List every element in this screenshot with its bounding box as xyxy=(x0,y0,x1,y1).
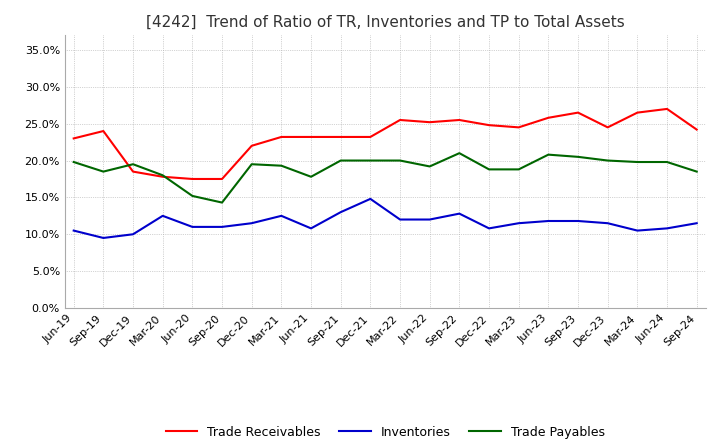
Trade Receivables xyxy=(693,127,701,132)
Trade Receivables xyxy=(69,136,78,141)
Trade Payables xyxy=(277,163,286,169)
Trade Payables xyxy=(514,167,523,172)
Trade Receivables xyxy=(307,134,315,139)
Line: Inventories: Inventories xyxy=(73,199,697,238)
Trade Receivables xyxy=(662,106,671,112)
Inventories xyxy=(158,213,167,219)
Trade Payables xyxy=(544,152,553,157)
Trade Receivables xyxy=(514,125,523,130)
Trade Payables xyxy=(485,167,493,172)
Trade Payables xyxy=(574,154,582,159)
Trade Receivables xyxy=(603,125,612,130)
Inventories xyxy=(662,226,671,231)
Trade Payables xyxy=(396,158,405,163)
Trade Payables xyxy=(248,161,256,167)
Trade Receivables xyxy=(574,110,582,115)
Trade Payables xyxy=(693,169,701,174)
Trade Receivables xyxy=(158,174,167,180)
Trade Payables xyxy=(158,172,167,178)
Line: Trade Receivables: Trade Receivables xyxy=(73,109,697,179)
Trade Receivables xyxy=(277,134,286,139)
Inventories xyxy=(248,220,256,226)
Inventories xyxy=(455,211,464,216)
Trade Payables xyxy=(336,158,345,163)
Trade Receivables xyxy=(248,143,256,148)
Trade Receivables xyxy=(217,176,226,182)
Inventories xyxy=(69,228,78,233)
Inventories xyxy=(693,220,701,226)
Trade Receivables xyxy=(366,134,374,139)
Trade Receivables xyxy=(485,122,493,128)
Inventories xyxy=(188,224,197,230)
Inventories xyxy=(99,235,108,241)
Trade Receivables xyxy=(633,110,642,115)
Legend: Trade Receivables, Inventories, Trade Payables: Trade Receivables, Inventories, Trade Pa… xyxy=(161,421,610,440)
Trade Payables xyxy=(99,169,108,174)
Inventories xyxy=(633,228,642,233)
Inventories xyxy=(307,226,315,231)
Inventories xyxy=(485,226,493,231)
Trade Payables xyxy=(603,158,612,163)
Inventories xyxy=(217,224,226,230)
Inventories xyxy=(277,213,286,219)
Inventories xyxy=(396,217,405,222)
Trade Receivables xyxy=(426,120,434,125)
Trade Payables xyxy=(217,200,226,205)
Title: [4242]  Trend of Ratio of TR, Inventories and TP to Total Assets: [4242] Trend of Ratio of TR, Inventories… xyxy=(146,15,624,30)
Inventories xyxy=(574,218,582,224)
Trade Receivables xyxy=(188,176,197,182)
Trade Payables xyxy=(426,164,434,169)
Trade Payables xyxy=(307,174,315,180)
Trade Receivables xyxy=(544,115,553,121)
Trade Payables xyxy=(455,150,464,156)
Trade Payables xyxy=(69,159,78,165)
Trade Receivables xyxy=(129,169,138,174)
Trade Payables xyxy=(366,158,374,163)
Inventories xyxy=(544,218,553,224)
Trade Payables xyxy=(662,159,671,165)
Inventories xyxy=(129,231,138,237)
Line: Trade Payables: Trade Payables xyxy=(73,153,697,202)
Inventories xyxy=(336,209,345,215)
Trade Receivables xyxy=(455,117,464,123)
Inventories xyxy=(426,217,434,222)
Trade Payables xyxy=(129,161,138,167)
Trade Receivables xyxy=(396,117,405,123)
Inventories xyxy=(366,196,374,202)
Inventories xyxy=(603,220,612,226)
Trade Receivables xyxy=(99,128,108,134)
Trade Receivables xyxy=(336,134,345,139)
Trade Payables xyxy=(633,159,642,165)
Inventories xyxy=(514,220,523,226)
Trade Payables xyxy=(188,193,197,198)
